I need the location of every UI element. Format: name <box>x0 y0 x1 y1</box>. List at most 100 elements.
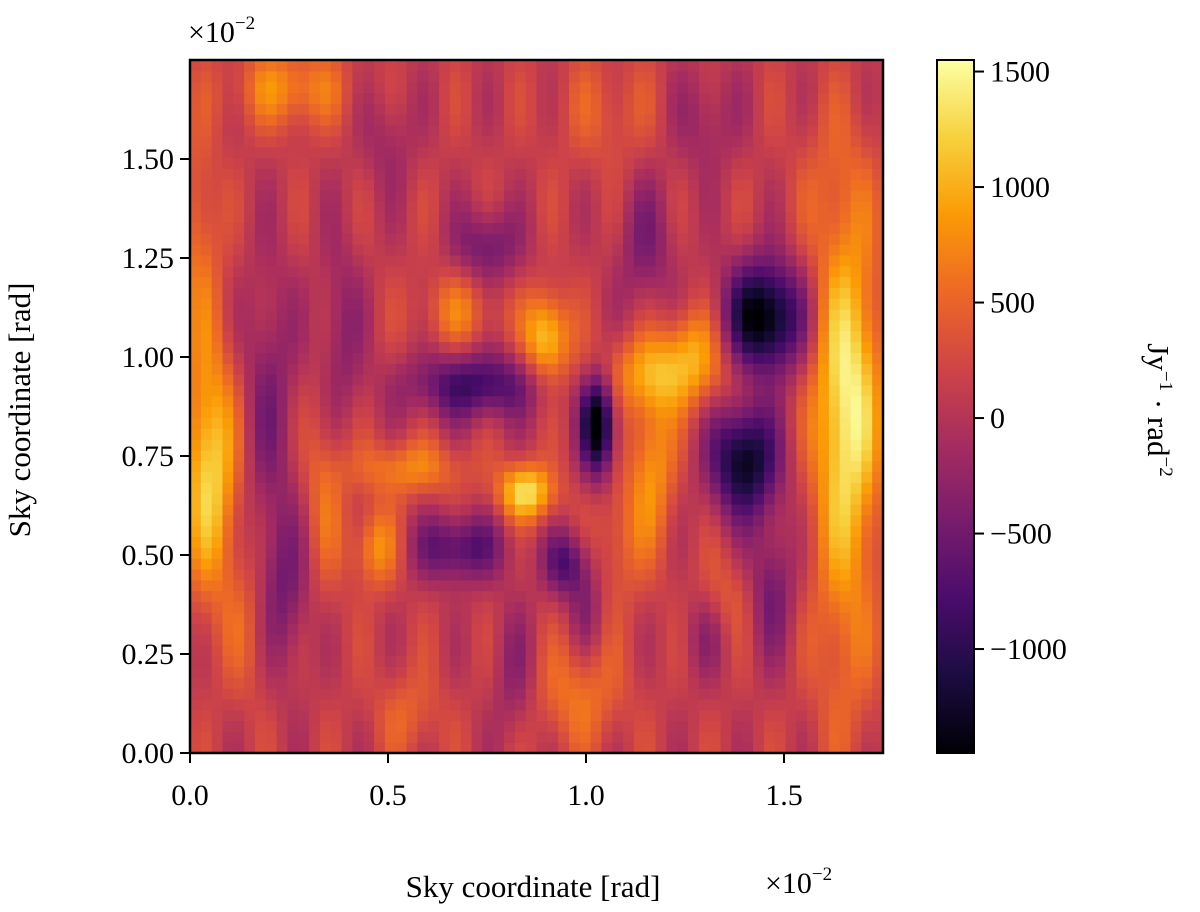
heatmap-cell <box>644 720 657 732</box>
heatmap-cell <box>644 742 657 754</box>
heatmap-cell <box>785 623 797 635</box>
heatmap-cell <box>644 287 657 299</box>
heatmap-cell <box>655 438 668 451</box>
heatmap-cell <box>298 428 310 440</box>
heatmap-cell <box>655 114 668 126</box>
heatmap-cell <box>623 709 635 722</box>
heatmap-cell <box>233 568 245 581</box>
heatmap-cell <box>525 482 538 494</box>
heatmap-cell <box>406 666 418 678</box>
heatmap-cell <box>688 222 700 234</box>
heatmap-cell <box>861 200 873 213</box>
heatmap-cell <box>861 341 873 353</box>
heatmap-cell <box>363 644 375 657</box>
heatmap-cell <box>688 244 700 256</box>
heatmap-cell <box>872 363 884 375</box>
heatmap-cell <box>601 265 613 278</box>
heatmap-cell <box>547 92 559 104</box>
heatmap-cell <box>287 189 299 202</box>
heatmap-cell <box>190 568 202 581</box>
heatmap-cell <box>395 666 408 678</box>
heatmap-cell <box>850 449 862 462</box>
heatmap-cell <box>623 666 635 678</box>
heatmap-cell <box>677 157 689 169</box>
heatmap-cell <box>341 200 354 213</box>
heatmap-cell <box>861 449 873 462</box>
heatmap-cell <box>254 114 267 126</box>
heatmap-cell <box>254 135 267 148</box>
heatmap-cell <box>504 81 516 94</box>
heatmap-cell <box>568 265 581 278</box>
heatmap-cell <box>698 189 711 202</box>
heatmap-cell <box>677 298 689 310</box>
heatmap-cell <box>655 471 668 483</box>
heatmap-cell <box>384 503 397 516</box>
heatmap-cell <box>774 189 787 202</box>
heatmap-cell <box>818 428 830 440</box>
heatmap-cell <box>536 341 548 353</box>
heatmap-cell <box>579 70 592 83</box>
heatmap-cell <box>384 590 397 603</box>
heatmap-cell <box>753 146 765 159</box>
heatmap-cell <box>601 579 613 592</box>
heatmap-cell <box>525 655 538 667</box>
heatmap-cell <box>439 406 451 418</box>
heatmap-cell <box>244 81 256 94</box>
heatmap-cell <box>601 189 613 202</box>
heatmap-cell <box>514 471 527 483</box>
heatmap-cell <box>471 525 483 538</box>
heatmap-cell <box>428 493 440 505</box>
heatmap-cell <box>742 417 754 429</box>
heatmap-cell <box>233 222 245 234</box>
heatmap-cell <box>850 189 862 202</box>
heatmap-cell <box>471 92 483 104</box>
heatmap-cell <box>536 298 548 310</box>
colorbar-tick-label: 1500 <box>990 56 1050 89</box>
heatmap-cell <box>222 428 234 440</box>
heatmap-cell <box>200 244 213 256</box>
heatmap-cell <box>612 395 624 408</box>
heatmap-cell <box>753 623 765 635</box>
heatmap-cell <box>774 623 787 635</box>
heatmap-cell <box>493 287 505 299</box>
heatmap-cell <box>709 363 722 375</box>
heatmap-cell <box>774 428 787 440</box>
heatmap-cell <box>731 60 743 72</box>
heatmap-cell <box>525 514 538 527</box>
heatmap-cell <box>709 222 722 234</box>
heatmap-cell <box>482 525 494 538</box>
heatmap-cell <box>677 352 689 364</box>
heatmap-cell <box>482 168 494 180</box>
heatmap-cell <box>395 179 408 191</box>
heatmap-cell <box>330 601 343 613</box>
heatmap-cell <box>200 471 213 483</box>
heatmap-cell <box>265 384 278 397</box>
heatmap-cell <box>428 211 440 224</box>
heatmap-cell <box>190 60 202 72</box>
heatmap-cell <box>731 287 743 299</box>
heatmap-cell <box>352 276 364 288</box>
heatmap-cell <box>872 287 884 299</box>
heatmap-cell <box>222 168 234 180</box>
heatmap-cell <box>406 688 418 700</box>
heatmap-cell <box>666 244 678 256</box>
heatmap-cell <box>763 438 776 451</box>
heatmap-cell <box>190 222 202 234</box>
heatmap-cell <box>731 590 743 603</box>
heatmap-cell <box>395 417 408 429</box>
heatmap-cell <box>861 60 873 72</box>
heatmap-cell <box>244 254 256 267</box>
heatmap-cell <box>590 666 603 678</box>
heatmap-cell <box>482 265 494 278</box>
heatmap-cell <box>731 428 743 440</box>
heatmap-cell <box>536 363 548 375</box>
heatmap-cell <box>190 276 202 288</box>
heatmap-cell <box>352 287 364 299</box>
heatmap-cell <box>200 417 213 429</box>
heatmap-cell <box>222 265 234 278</box>
heatmap-cell <box>568 363 581 375</box>
heatmap-cell <box>309 363 321 375</box>
heatmap-cell <box>536 211 548 224</box>
heatmap-cell <box>785 157 797 169</box>
heatmap-cell <box>352 471 364 483</box>
